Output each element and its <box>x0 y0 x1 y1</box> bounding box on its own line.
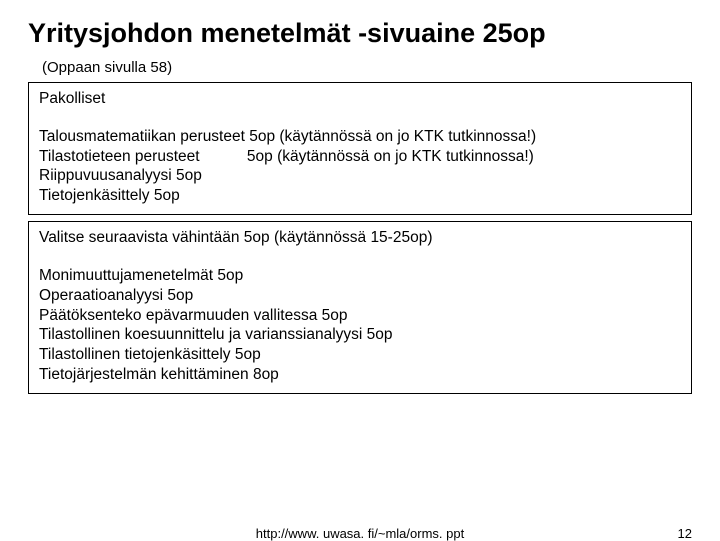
elective-heading: Valitse seuraavista vähintään 5op (käytä… <box>39 228 681 248</box>
mandatory-line: Riippuvuusanalyysi 5op <box>39 166 681 186</box>
mandatory-line: Tilastotieteen perusteet 5op (käytännöss… <box>39 147 681 167</box>
elective-line: Tilastollinen tietojenkäsittely 5op <box>39 345 681 365</box>
footer-url: http://www. uwasa. fi/~mla/orms. ppt <box>256 526 464 541</box>
elective-line: Monimuuttujamenetelmät 5op <box>39 266 681 286</box>
mandatory-box: Pakolliset Talousmatematiikan perusteet … <box>28 82 692 215</box>
page-subtitle: (Oppaan sivulla 58) <box>28 59 692 76</box>
page-title: Yritysjohdon menetelmät -sivuaine 25op <box>28 18 692 49</box>
elective-line: Tilastollinen koesuunnittelu ja varianss… <box>39 325 681 345</box>
elective-line: Tietojärjestelmän kehittäminen 8op <box>39 365 681 385</box>
page-number: 12 <box>678 526 692 541</box>
mandatory-heading: Pakolliset <box>39 89 681 109</box>
mandatory-line: Talousmatematiikan perusteet 5op (käytän… <box>39 127 681 147</box>
elective-box: Valitse seuraavista vähintään 5op (käytä… <box>28 221 692 394</box>
elective-line: Päätöksenteko epävarmuuden vallitessa 5o… <box>39 306 681 326</box>
elective-line: Operaatioanalyysi 5op <box>39 286 681 306</box>
mandatory-line: Tietojenkäsittely 5op <box>39 186 681 206</box>
